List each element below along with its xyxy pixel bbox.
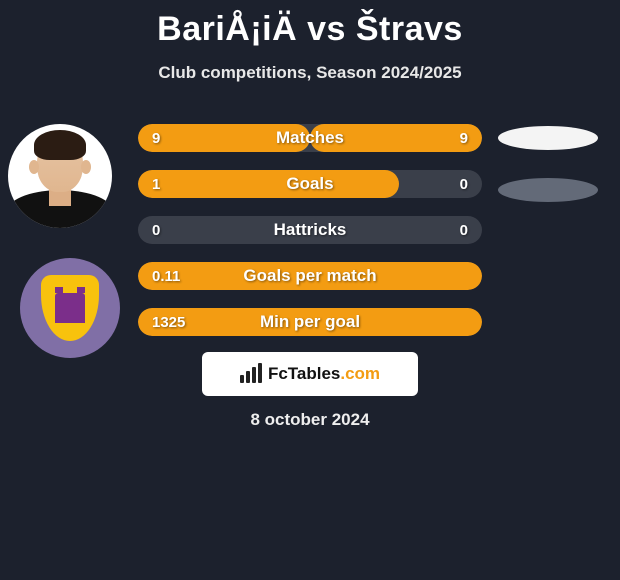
stat-label: Goals per match <box>138 266 482 286</box>
stat-row-goals-per-match: 0.11 Goals per match <box>138 262 482 290</box>
stat-right-value: 9 <box>460 130 468 147</box>
stat-label: Goals <box>138 174 482 194</box>
stat-row-goals: 1 Goals 0 <box>138 170 482 198</box>
brand-logo[interactable]: FcTables.com <box>202 352 418 396</box>
stat-right-value: 0 <box>460 222 468 239</box>
stat-label: Min per goal <box>138 312 482 332</box>
club-badge <box>20 258 120 358</box>
stat-right-value: 0 <box>460 176 468 193</box>
brand-suffix: .com <box>340 364 380 383</box>
brand-text: FcTables.com <box>268 364 380 384</box>
page-title: BariÅ¡iÄ vs Štravs <box>0 0 620 49</box>
stat-label: Hattricks <box>138 220 482 240</box>
stat-row-matches: 9 Matches 9 <box>138 124 482 152</box>
subtitle: Club competitions, Season 2024/2025 <box>0 63 620 83</box>
side-ellipse-goals <box>498 178 598 202</box>
brand-name: FcTables <box>268 364 340 383</box>
player-avatar <box>8 124 112 228</box>
stats-panel: 9 Matches 9 1 Goals 0 0 Hattricks 0 0.11… <box>138 124 482 354</box>
stat-row-min-per-goal: 1325 Min per goal <box>138 308 482 336</box>
bars-icon <box>240 365 262 383</box>
stat-row-hattricks: 0 Hattricks 0 <box>138 216 482 244</box>
side-ellipse-matches <box>498 126 598 150</box>
stat-label: Matches <box>138 128 482 148</box>
comparison-date: 8 october 2024 <box>0 410 620 430</box>
